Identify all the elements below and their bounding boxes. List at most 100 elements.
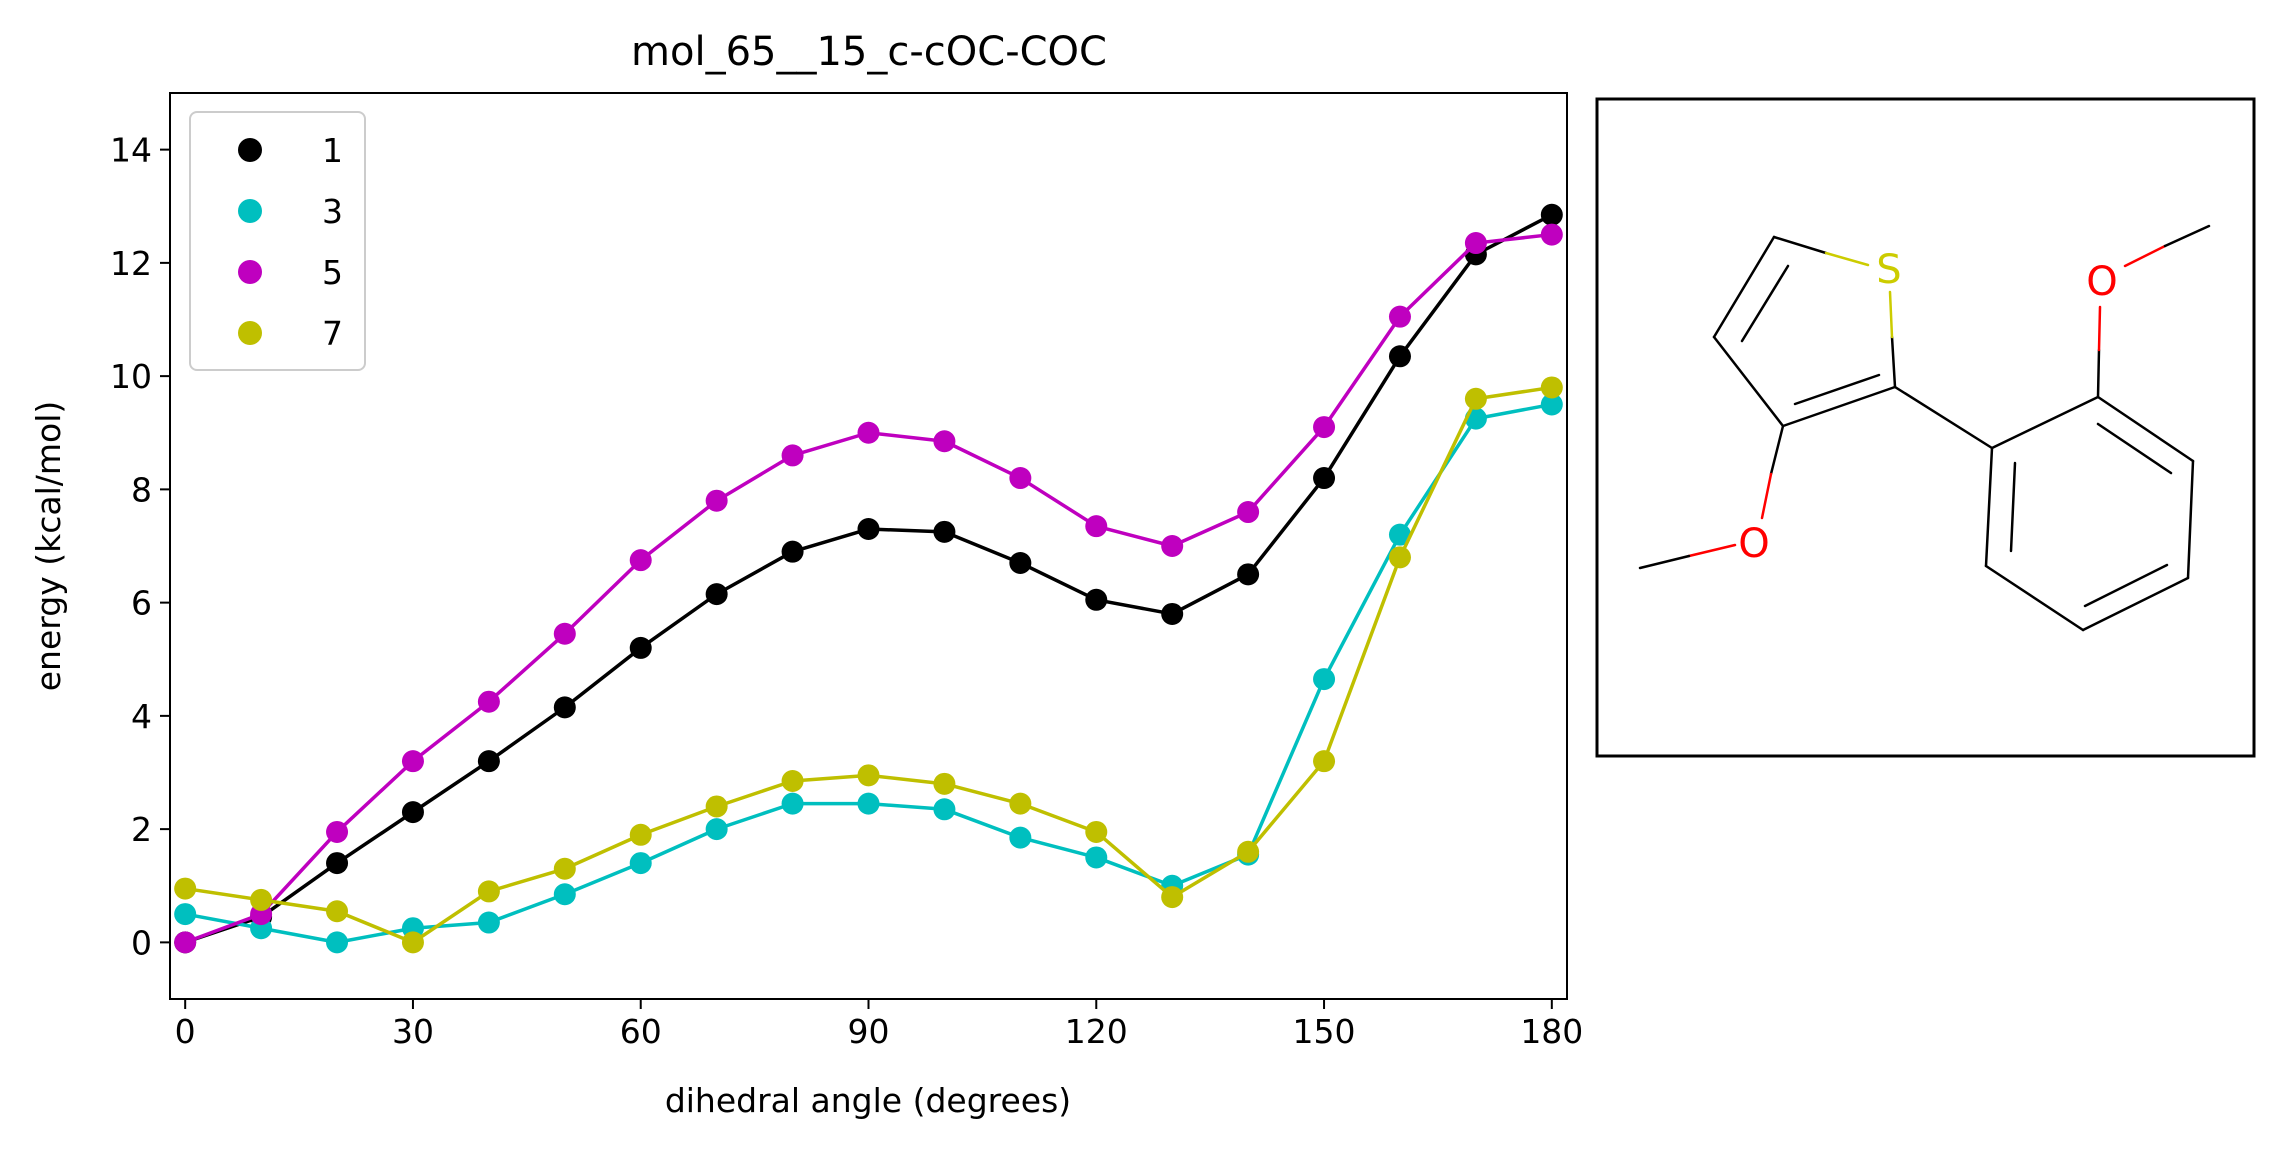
data-point (857, 792, 880, 815)
y-tick-label: 10 (110, 357, 152, 396)
data-point (401, 750, 424, 773)
chart-title: mol_65__15_c-cOC-COC (631, 29, 1107, 75)
data-point (1085, 846, 1108, 869)
data-point (326, 852, 349, 875)
data-point (857, 764, 880, 787)
data-point (477, 911, 500, 934)
series-3 (174, 393, 1563, 954)
y-tick-label: 0 (131, 923, 152, 962)
data-point (1009, 551, 1032, 574)
data-point (326, 931, 349, 954)
data-point (857, 421, 880, 444)
x-axis-label: dihedral angle (degrees) (665, 1081, 1071, 1120)
data-point (1313, 467, 1336, 490)
legend-marker-3 (238, 199, 262, 223)
y-axis-label: energy (kcal/mol) (29, 401, 68, 692)
data-point (1313, 750, 1336, 773)
data-point (1085, 820, 1108, 843)
x-tick-label: 150 (1293, 1012, 1356, 1051)
series-7 (174, 376, 1563, 954)
data-point (933, 798, 956, 821)
data-point (1161, 602, 1184, 625)
molecule-structure: S O O (1595, 97, 2256, 758)
y-tick-label: 2 (131, 810, 152, 849)
data-point (477, 690, 500, 713)
x-axis: 0 30 60 90 120 150 180 (175, 999, 1583, 1051)
thiophene-s-bonds (1824, 251, 1894, 339)
methoxy-bonds (1638, 224, 2211, 570)
data-point (477, 880, 500, 903)
oxygen-atom-label-bottom: O (1738, 521, 1769, 567)
data-point (1388, 305, 1411, 328)
y-tick-label: 4 (131, 697, 152, 736)
data-point (553, 857, 576, 880)
data-point (1085, 588, 1108, 611)
data-point (1313, 668, 1336, 691)
data-point (553, 622, 576, 645)
data-point (1237, 501, 1260, 524)
data-point (1009, 467, 1032, 490)
data-point (250, 888, 273, 911)
data-point (553, 696, 576, 719)
energy-chart: mol_65__15_c-cOC-COC 0 30 60 90 120 150 180 0 2… (29, 29, 1583, 1120)
y-tick-label: 8 (131, 470, 152, 509)
data-point (174, 931, 197, 954)
data-point (1161, 886, 1184, 909)
y-tick-label: 6 (131, 584, 152, 623)
data-point (1085, 515, 1108, 538)
data-point (401, 931, 424, 954)
legend-label-7: 7 (322, 314, 343, 353)
data-point (933, 520, 956, 543)
data-point (174, 903, 197, 926)
y-tick-label: 12 (110, 244, 152, 283)
legend-marker-7 (238, 321, 262, 345)
data-point (705, 818, 728, 841)
data-point (553, 883, 576, 906)
data-point (1237, 563, 1260, 586)
legend: 1 3 5 7 (189, 111, 366, 371)
data-point (857, 518, 880, 541)
legend-marker-1 (238, 138, 262, 162)
sulfur-atom-label: S (1876, 247, 1901, 293)
data-point (1464, 232, 1487, 255)
data-point (1161, 535, 1184, 557)
data-point (1237, 840, 1260, 863)
data-point (629, 636, 652, 659)
x-tick-label: 60 (620, 1012, 662, 1051)
data-point (1464, 387, 1487, 410)
oxygen-atom-label-top: O (2086, 259, 2117, 305)
thiophene-ring (1712, 235, 1897, 428)
data-point (933, 430, 956, 453)
data-point (326, 900, 349, 923)
phenyl-ring (1893, 348, 2195, 632)
x-tick-label: 120 (1065, 1012, 1128, 1051)
data-point (781, 540, 804, 563)
data-point (933, 772, 956, 795)
data-point (781, 444, 804, 467)
data-point (705, 489, 728, 512)
data-point (1540, 203, 1563, 226)
series-line-7 (184, 385, 1553, 945)
legend-box (189, 111, 366, 371)
data-point (1540, 223, 1563, 246)
data-point (705, 583, 728, 606)
data-point (781, 769, 804, 792)
legend-label-3: 3 (322, 192, 343, 231)
data-point (1388, 523, 1411, 546)
data-point (326, 820, 349, 843)
series-1 (174, 203, 1563, 954)
data-point (705, 795, 728, 818)
series-line-5 (184, 232, 1553, 945)
legend-marker-5 (238, 260, 262, 284)
data-point (629, 852, 652, 875)
x-tick-label: 180 (1520, 1012, 1583, 1051)
x-tick-label: 0 (175, 1012, 196, 1051)
data-point (1009, 826, 1032, 849)
data-point (477, 750, 500, 773)
data-point (1009, 792, 1032, 815)
y-tick-label: 14 (110, 131, 152, 170)
data-point (174, 877, 197, 900)
molecule-frame (1595, 97, 2256, 758)
series-5 (174, 223, 1563, 954)
